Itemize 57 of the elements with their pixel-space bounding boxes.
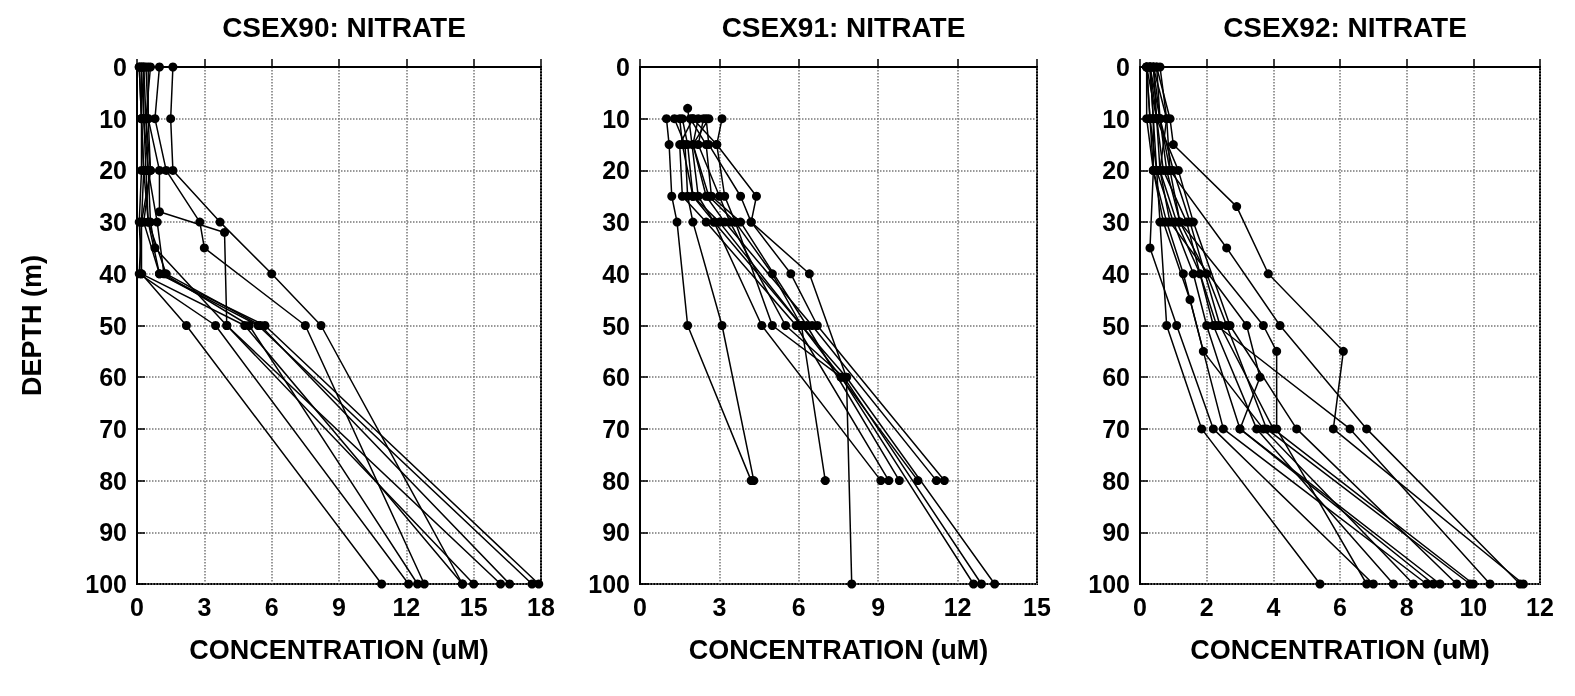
y-tick-label: 60 — [99, 363, 127, 392]
y-tick-label: 100 — [85, 570, 127, 598]
y-tick-label: 100 — [1088, 570, 1130, 598]
x-tick-label: 10 — [1459, 592, 1488, 621]
y-tick-label: 70 — [1102, 414, 1130, 443]
y-tick-label: 30 — [602, 208, 630, 237]
y-tick-label: 40 — [1102, 259, 1130, 288]
x-tick-label: 12 — [392, 592, 421, 621]
x-tick-label: 9 — [332, 592, 346, 621]
x-tick-label: 6 — [264, 592, 279, 621]
y-tick-label: 10 — [99, 104, 127, 133]
x-tick-label: 9 — [871, 592, 886, 621]
y-tick-label: 20 — [602, 156, 630, 185]
y-tick-label: 50 — [99, 311, 127, 340]
y-tick-label: 10 — [602, 104, 630, 133]
y-tick-label: 40 — [602, 259, 630, 288]
y-tick-label: 20 — [99, 156, 127, 185]
x-tick-label: 8 — [1399, 592, 1414, 621]
x-axis-title: CONCENTRATION (uM) — [688, 634, 989, 665]
y-tick-label: 0 — [113, 53, 127, 81]
y-tick-label: 0 — [1116, 53, 1130, 81]
y-tick-label: 90 — [602, 518, 630, 547]
y-tick-label: 30 — [1102, 208, 1130, 237]
x-tick-label: 4 — [1266, 592, 1281, 621]
x-tick-label: 3 — [197, 592, 212, 621]
y-tick-label: 60 — [602, 363, 630, 392]
y-tick-label: 100 — [588, 570, 630, 598]
chart-title: CSEX91: NITRATE — [721, 11, 966, 43]
y-tick-label: 80 — [99, 466, 127, 495]
y-tick-label: 10 — [1102, 104, 1130, 133]
x-tick-label: 3 — [712, 592, 727, 621]
y-tick-label: 70 — [602, 414, 630, 443]
y-tick-label: 40 — [99, 259, 127, 288]
x-axis-title: CONCENTRATION (uM) — [189, 634, 489, 665]
x-tick-label: 12 — [943, 592, 972, 621]
y-tick-label: 90 — [1102, 518, 1130, 547]
x-axis-title: CONCENTRATION (uM) — [1190, 634, 1490, 665]
x-tick-label: 2 — [1199, 592, 1214, 621]
chart-title: CSEX92: NITRATE — [1223, 11, 1467, 43]
x-tick-label: 12 — [1526, 592, 1554, 621]
y-tick-label: 0 — [616, 53, 630, 81]
y-tick-label: 50 — [1102, 311, 1130, 340]
y-tick-label: 20 — [1102, 156, 1130, 185]
y-axis-title: DEPTH (m) — [16, 255, 47, 396]
x-tick-label: 6 — [1333, 592, 1347, 621]
y-tick-label: 70 — [99, 414, 127, 443]
y-tick-label: 50 — [602, 311, 630, 340]
x-tick-label: 15 — [459, 592, 488, 621]
x-tick-label: 18 — [527, 592, 555, 621]
y-tick-label: 30 — [99, 208, 127, 237]
y-tick-label: 60 — [1102, 363, 1130, 392]
x-tick-label: 6 — [791, 592, 806, 621]
x-tick-label: 15 — [1023, 592, 1051, 621]
y-tick-label: 90 — [99, 518, 127, 547]
chart-title: CSEX90: NITRATE — [222, 11, 466, 43]
y-tick-label: 80 — [602, 466, 630, 495]
y-tick-label: 80 — [1102, 466, 1130, 495]
